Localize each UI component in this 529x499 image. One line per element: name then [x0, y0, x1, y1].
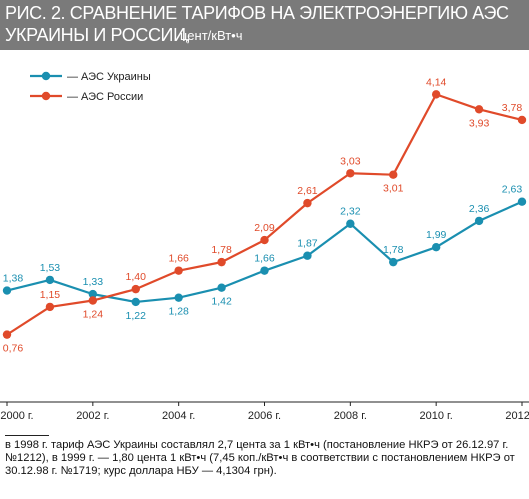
x-tick-label: 2008 г.	[334, 410, 367, 422]
footnote: в 1998 г. тариф АЭС Украины составлял 2,…	[5, 439, 515, 477]
series-layer	[2, 90, 527, 339]
data-point	[217, 257, 226, 267]
data-point	[474, 216, 484, 226]
data-point	[474, 105, 484, 114]
data-point	[174, 293, 183, 302]
data-point	[131, 297, 140, 307]
data-label: 2,36	[469, 203, 490, 215]
data-point	[346, 169, 355, 178]
data-label: 1,78	[211, 244, 232, 256]
data-point	[303, 251, 312, 260]
data-label: 0,76	[3, 343, 24, 355]
data-point	[517, 115, 527, 125]
data-point	[217, 283, 226, 292]
data-point	[517, 197, 527, 206]
data-label: 1,87	[297, 238, 318, 250]
chart-title-line1: РИС. 2. СРАВНЕНИЕ ТАРИФОВ НА ЭЛЕКТРОЭНЕР…	[5, 3, 509, 23]
data-label: 4,14	[426, 76, 447, 88]
data-label: 1,28	[168, 306, 189, 318]
data-point	[389, 257, 398, 267]
legend-marker	[41, 71, 51, 81]
data-point	[389, 170, 398, 179]
data-label: 1,99	[426, 229, 447, 241]
data-labels: 1,38 1,53 1,33 1,22 1,28 1,42 1,66 1,87 2,32 1,78…	[3, 76, 523, 354]
data-point	[174, 266, 183, 275]
data-point	[431, 90, 441, 99]
legend-label: — АЭС Украины	[67, 71, 151, 83]
x-tick-label: 2000 г.	[0, 410, 33, 422]
data-label: 3,78	[502, 102, 523, 114]
data-point	[2, 330, 12, 339]
data-point	[131, 284, 140, 294]
data-point	[2, 286, 12, 295]
data-point	[88, 289, 98, 299]
data-label: 1,53	[40, 262, 61, 274]
legend-label: — АЭС России	[67, 91, 143, 103]
chart-header: РИС. 2. СРАВНЕНИЕ ТАРИФОВ НА ЭЛЕКТРОЭНЕР…	[0, 0, 529, 50]
data-point	[346, 219, 355, 228]
footnote-divider	[5, 435, 49, 436]
data-label: 2,63	[502, 184, 523, 196]
chart-title-line2: УКРАИНЫ И РОССИИ,	[5, 25, 191, 45]
x-tick-label: 2002 г.	[76, 410, 109, 422]
x-tick-label: 2010 г.	[420, 410, 453, 422]
data-label: 3,93	[469, 117, 490, 129]
data-label: 2,61	[297, 185, 318, 197]
series-line	[6, 93, 523, 336]
chart-unit-label: цент/кВт•ч	[180, 28, 243, 43]
data-label: 3,01	[383, 183, 404, 195]
data-label: 3,03	[340, 155, 361, 167]
data-label: 1,66	[168, 253, 189, 265]
x-tick-label: 2012 г.	[505, 410, 529, 422]
data-point	[88, 296, 98, 305]
data-label: 1,22	[126, 310, 147, 322]
x-axis: 2000 г. 2002 г. 2004 г. 2006 г. 2008 г. 2010 …	[0, 401, 529, 422]
data-point	[260, 235, 269, 245]
data-label: 1,66	[254, 253, 275, 265]
data-point	[431, 242, 441, 252]
data-label: 1,38	[3, 273, 24, 285]
data-label: 1,40	[126, 271, 147, 283]
data-label: 2,32	[340, 206, 361, 218]
data-label: 2,09	[254, 222, 275, 234]
data-label: 1,78	[383, 244, 404, 256]
x-tick-label: 2006 г.	[248, 410, 281, 422]
data-point	[303, 198, 312, 208]
data-point	[45, 275, 55, 285]
data-point	[260, 266, 269, 275]
data-label: 1,15	[40, 289, 61, 301]
x-tick-label: 2004 г.	[162, 410, 195, 422]
data-label: 1,33	[83, 276, 104, 288]
line-chart: — АЭС Украины — АЭС России 2000 г. 2002 г.…	[0, 71, 529, 422]
legend-marker	[41, 91, 51, 101]
data-point	[45, 302, 55, 312]
chart-legend: — АЭС Украины — АЭС России	[30, 71, 151, 103]
data-label: 1,24	[83, 309, 104, 321]
data-label: 1,42	[211, 296, 232, 308]
